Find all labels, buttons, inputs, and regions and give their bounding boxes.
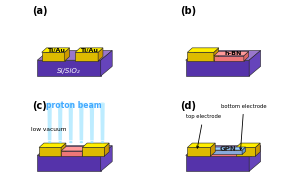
Polygon shape (42, 52, 65, 61)
Polygon shape (210, 153, 251, 156)
Polygon shape (98, 48, 103, 61)
Ellipse shape (59, 141, 62, 143)
Polygon shape (186, 60, 249, 76)
Text: Ti/Au: Ti/Au (47, 48, 64, 53)
Polygon shape (37, 60, 101, 76)
Text: h-BN: h-BN (224, 51, 241, 56)
Polygon shape (249, 146, 260, 171)
Ellipse shape (48, 102, 52, 105)
Polygon shape (61, 151, 82, 156)
Text: bottom electrode: bottom electrode (221, 104, 266, 150)
Ellipse shape (90, 102, 94, 105)
Text: proton beam: proton beam (47, 101, 102, 110)
Polygon shape (42, 48, 69, 52)
Polygon shape (210, 150, 255, 153)
Polygon shape (75, 52, 98, 61)
Polygon shape (186, 155, 249, 171)
Polygon shape (39, 147, 61, 156)
Ellipse shape (100, 102, 105, 105)
Ellipse shape (58, 102, 62, 105)
Polygon shape (48, 103, 52, 140)
Polygon shape (79, 103, 83, 140)
Polygon shape (251, 150, 255, 156)
Polygon shape (187, 52, 214, 61)
Ellipse shape (69, 102, 73, 105)
Text: (b): (b) (180, 5, 197, 15)
Polygon shape (61, 143, 66, 156)
Polygon shape (214, 51, 249, 56)
Text: low vacuum: low vacuum (31, 127, 67, 132)
Polygon shape (37, 146, 112, 155)
Polygon shape (186, 50, 260, 60)
Polygon shape (61, 146, 87, 151)
Polygon shape (210, 143, 215, 156)
Polygon shape (82, 143, 109, 147)
Polygon shape (187, 147, 210, 156)
Polygon shape (82, 146, 87, 156)
Text: top electrode: top electrode (186, 114, 221, 148)
Polygon shape (236, 147, 255, 156)
Polygon shape (104, 143, 109, 156)
Polygon shape (187, 143, 215, 147)
Polygon shape (37, 50, 112, 60)
Polygon shape (65, 48, 69, 61)
Ellipse shape (69, 141, 72, 143)
Polygon shape (58, 103, 62, 140)
Text: Si/SiO₂: Si/SiO₂ (57, 67, 81, 74)
Polygon shape (244, 51, 249, 61)
Text: (d): (d) (180, 101, 196, 111)
Polygon shape (82, 147, 104, 156)
Polygon shape (242, 147, 246, 154)
Polygon shape (211, 147, 246, 150)
Polygon shape (249, 50, 260, 76)
Text: Ti/Au: Ti/Au (80, 48, 98, 53)
Polygon shape (187, 48, 219, 52)
Ellipse shape (101, 141, 104, 143)
Polygon shape (214, 48, 219, 61)
Polygon shape (75, 48, 103, 52)
Polygon shape (255, 143, 260, 156)
Polygon shape (101, 146, 112, 171)
Polygon shape (69, 103, 73, 140)
Ellipse shape (79, 102, 83, 105)
Polygon shape (101, 50, 112, 76)
Text: GPN: GPN (220, 146, 237, 152)
Ellipse shape (90, 141, 94, 143)
Polygon shape (214, 56, 244, 61)
Polygon shape (186, 146, 260, 155)
Polygon shape (90, 103, 94, 140)
Ellipse shape (48, 141, 51, 143)
Text: (c): (c) (32, 101, 47, 111)
Ellipse shape (80, 141, 83, 143)
Polygon shape (236, 143, 260, 147)
Polygon shape (100, 103, 105, 140)
Polygon shape (211, 150, 242, 154)
Text: (a): (a) (32, 5, 48, 15)
Polygon shape (37, 155, 101, 171)
Polygon shape (39, 143, 66, 147)
